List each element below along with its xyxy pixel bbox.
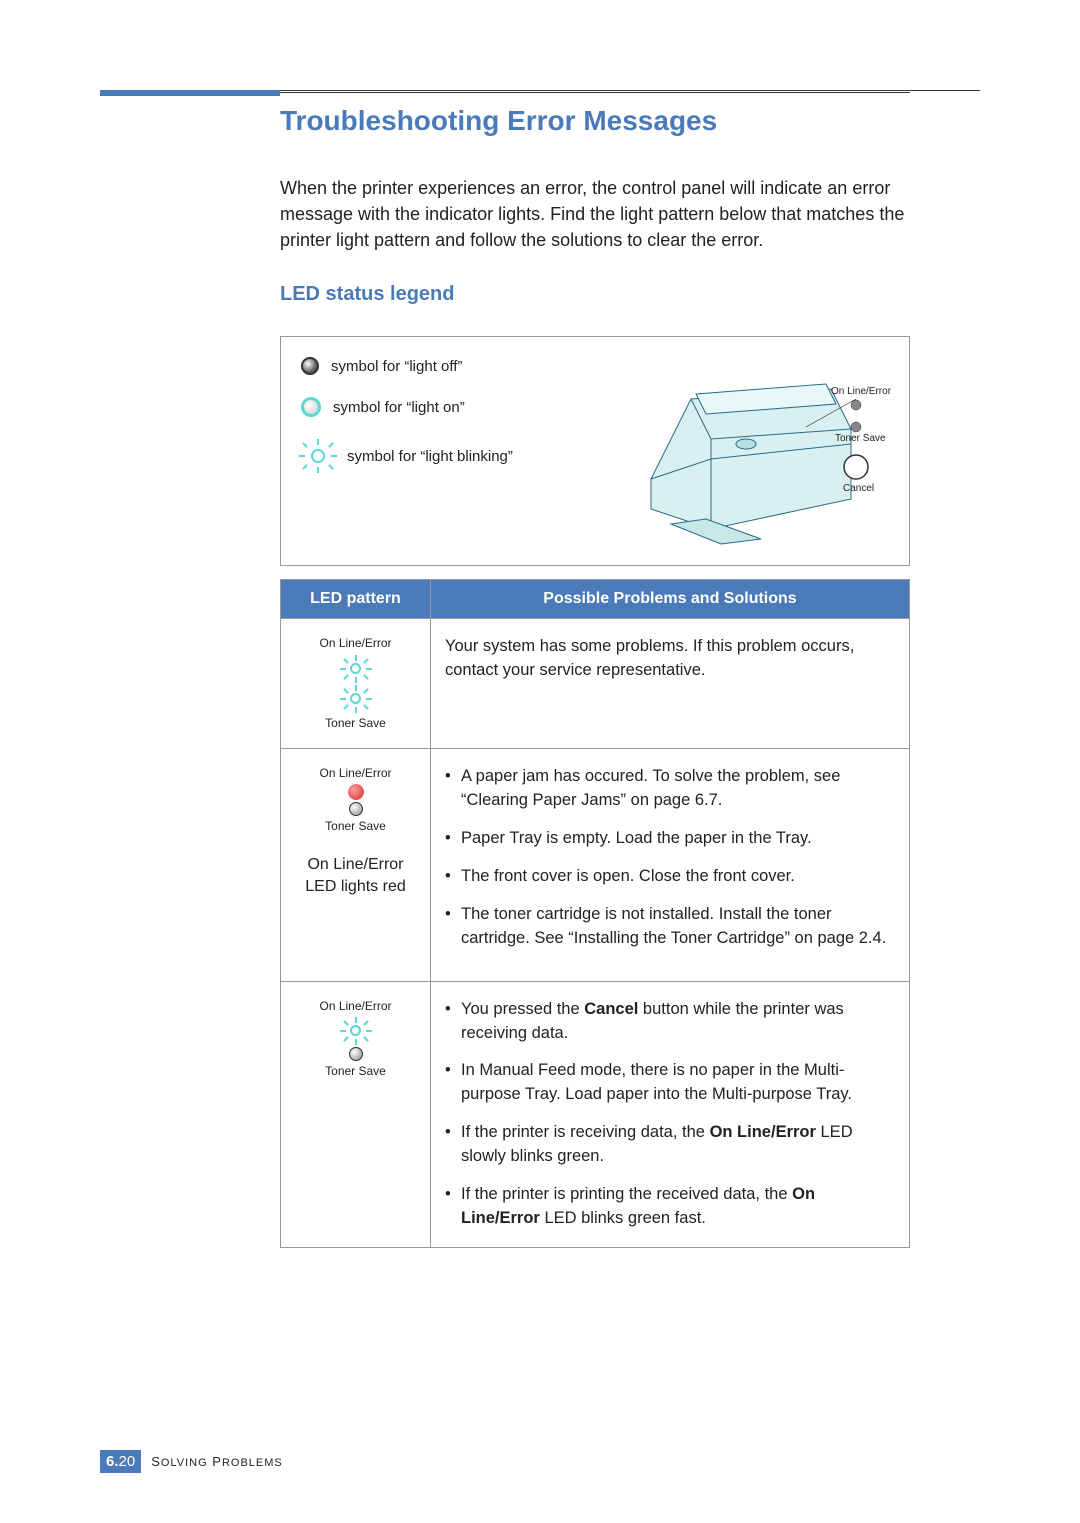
list-item: The front cover is open. Close the front… <box>445 865 895 889</box>
pattern-label: On Line/Error <box>319 765 391 782</box>
pattern-label: Toner Save <box>325 1063 386 1080</box>
list-item: A paper jam has occured. To solve the pr… <box>445 765 895 813</box>
pattern-label: On Line/Error <box>319 998 391 1015</box>
header-rule <box>280 92 910 93</box>
led-red-icon <box>348 784 364 800</box>
table-row: On Line/Error Toner Save <box>281 619 910 749</box>
page-number-badge: 6.20 <box>100 1450 141 1473</box>
led-off-icon <box>349 802 363 816</box>
list-item: If the printer is printing the received … <box>445 1183 895 1231</box>
legend-label-off: symbol for “light off” <box>331 358 462 375</box>
led-on-icon <box>301 397 321 417</box>
printer-label-cancel: Cancel <box>843 483 874 494</box>
table-row: On Line/Error Toner Save On Line/Error L… <box>281 749 910 982</box>
printer-label-online: On Line/Error <box>831 386 891 397</box>
list-item: Paper Tray is empty. Load the paper in t… <box>445 827 895 851</box>
footer-chapter-label: SOLVING PROBLEMS <box>151 1454 283 1469</box>
page-title: Troubleshooting Error Messages <box>280 90 980 145</box>
pattern-cell-1: On Line/Error Toner Save <box>281 619 431 749</box>
page-footer: 6.20 SOLVING PROBLEMS <box>100 1450 283 1473</box>
troubleshooting-table: LED pattern Possible Problems and Soluti… <box>280 579 910 1248</box>
header-accent-bar <box>100 90 280 96</box>
intro-paragraph: When the printer experiences an error, t… <box>280 175 920 253</box>
led-legend-box: symbol for “light off” symbol for “light… <box>280 336 910 566</box>
document-page: Troubleshooting Error Messages When the … <box>0 0 1080 1308</box>
pattern-cell-2: On Line/Error Toner Save On Line/Error L… <box>281 749 431 982</box>
table-header-pattern: LED pattern <box>281 580 431 619</box>
led-blinking-icon <box>342 1017 370 1045</box>
pattern-label: Toner Save <box>325 818 386 835</box>
pattern-label: On Line/Error <box>319 635 391 652</box>
list-item: The toner cartridge is not installed. In… <box>445 903 895 951</box>
legend-label-blinking: symbol for “light blinking” <box>347 448 513 465</box>
list-item: If the printer is receiving data, the On… <box>445 1121 895 1169</box>
printer-illustration: On Line/Error Toner Save Cancel <box>631 349 891 549</box>
led-off-icon <box>301 357 319 375</box>
led-blinking-icon <box>342 685 370 713</box>
pattern-cell-3: On Line/Error Toner Save <box>281 981 431 1247</box>
list-item: In Manual Feed mode, there is no paper i… <box>445 1059 895 1107</box>
table-row: On Line/Error Toner Save You pressed the… <box>281 981 910 1247</box>
solution-cell-3: You pressed the Cancel button while the … <box>431 981 910 1247</box>
solution-cell-1: Your system has some problems. If this p… <box>431 619 910 749</box>
pattern-caption: On Line/Error LED lights red <box>295 854 416 899</box>
list-item: You pressed the Cancel button while the … <box>445 998 895 1046</box>
led-blinking-icon <box>342 655 370 683</box>
pattern-label: Toner Save <box>325 715 386 732</box>
legend-label-on: symbol for “light on” <box>333 399 465 416</box>
table-header-solution: Possible Problems and Solutions <box>431 580 910 619</box>
led-off-icon <box>349 1047 363 1061</box>
printer-label-toner: Toner Save <box>835 433 886 444</box>
section-title-legend: LED status legend <box>280 283 980 306</box>
led-blinking-icon <box>301 439 335 473</box>
solution-cell-2: A paper jam has occured. To solve the pr… <box>431 749 910 982</box>
